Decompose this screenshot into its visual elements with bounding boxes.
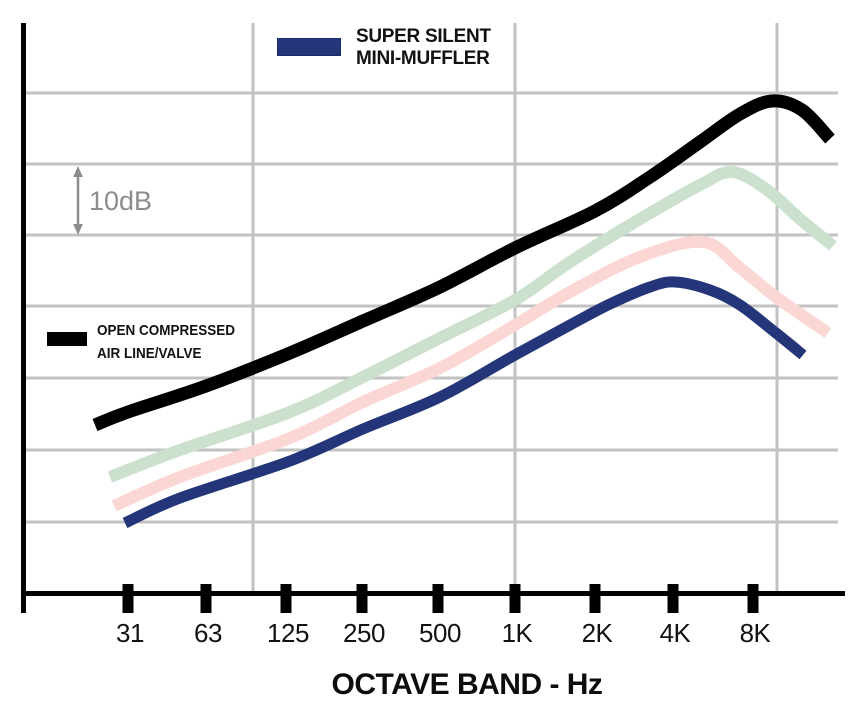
legend-label-open-air-line: OPEN COMPRESSED AIR LINE/VALVE [97, 319, 235, 365]
x-axis-tick [356, 584, 368, 613]
x-tick-label: 63 [194, 618, 222, 648]
x-axis-tick [509, 584, 521, 613]
curve-unlabeled-intermediate-curve-a [107, 165, 837, 483]
x-axis-tick [122, 584, 134, 613]
x-tick-label: 31 [116, 618, 144, 648]
x-tick-label: 250 [343, 618, 385, 648]
curve-open-compressed-air-line-valve [92, 94, 835, 432]
x-axis-tick [667, 584, 679, 613]
x-axis-title: OCTAVE BAND - Hz [331, 668, 603, 701]
x-axis-tick [280, 584, 292, 613]
x-tick-label: 500 [419, 618, 461, 648]
x-axis-tick [589, 584, 601, 613]
legend-label-line: SUPER SILENT [356, 26, 491, 47]
legend-label-line: OPEN COMPRESSED [97, 322, 236, 339]
legend-label-line: AIR LINE/VALVE [97, 345, 202, 362]
curve-super-silent-mini-muffler [122, 276, 807, 529]
scale-arrow-down-icon [73, 224, 83, 235]
legend-swatch-mini-muffler [277, 38, 341, 56]
x-tick-label: 8K [739, 618, 771, 648]
legend-label-mini-muffler: SUPER SILENT MINI-MUFFLER [356, 26, 491, 70]
x-tick-label: 1K [501, 618, 533, 648]
x-axis-tick [747, 584, 759, 613]
scale-indicator-label: 10dB [89, 186, 153, 216]
legend-label-line: MINI-MUFFLER [356, 48, 490, 69]
x-axis-tick [200, 584, 212, 613]
scale-arrow-up-icon [73, 166, 83, 177]
x-axis-tick [432, 584, 444, 613]
x-tick-label: 4K [659, 618, 691, 648]
curve-unlabeled-intermediate-curve-b [111, 235, 832, 512]
x-tick-label: 2K [581, 618, 613, 648]
legend-swatch-open-air-line [47, 332, 87, 346]
x-tick-label: 125 [267, 618, 309, 648]
